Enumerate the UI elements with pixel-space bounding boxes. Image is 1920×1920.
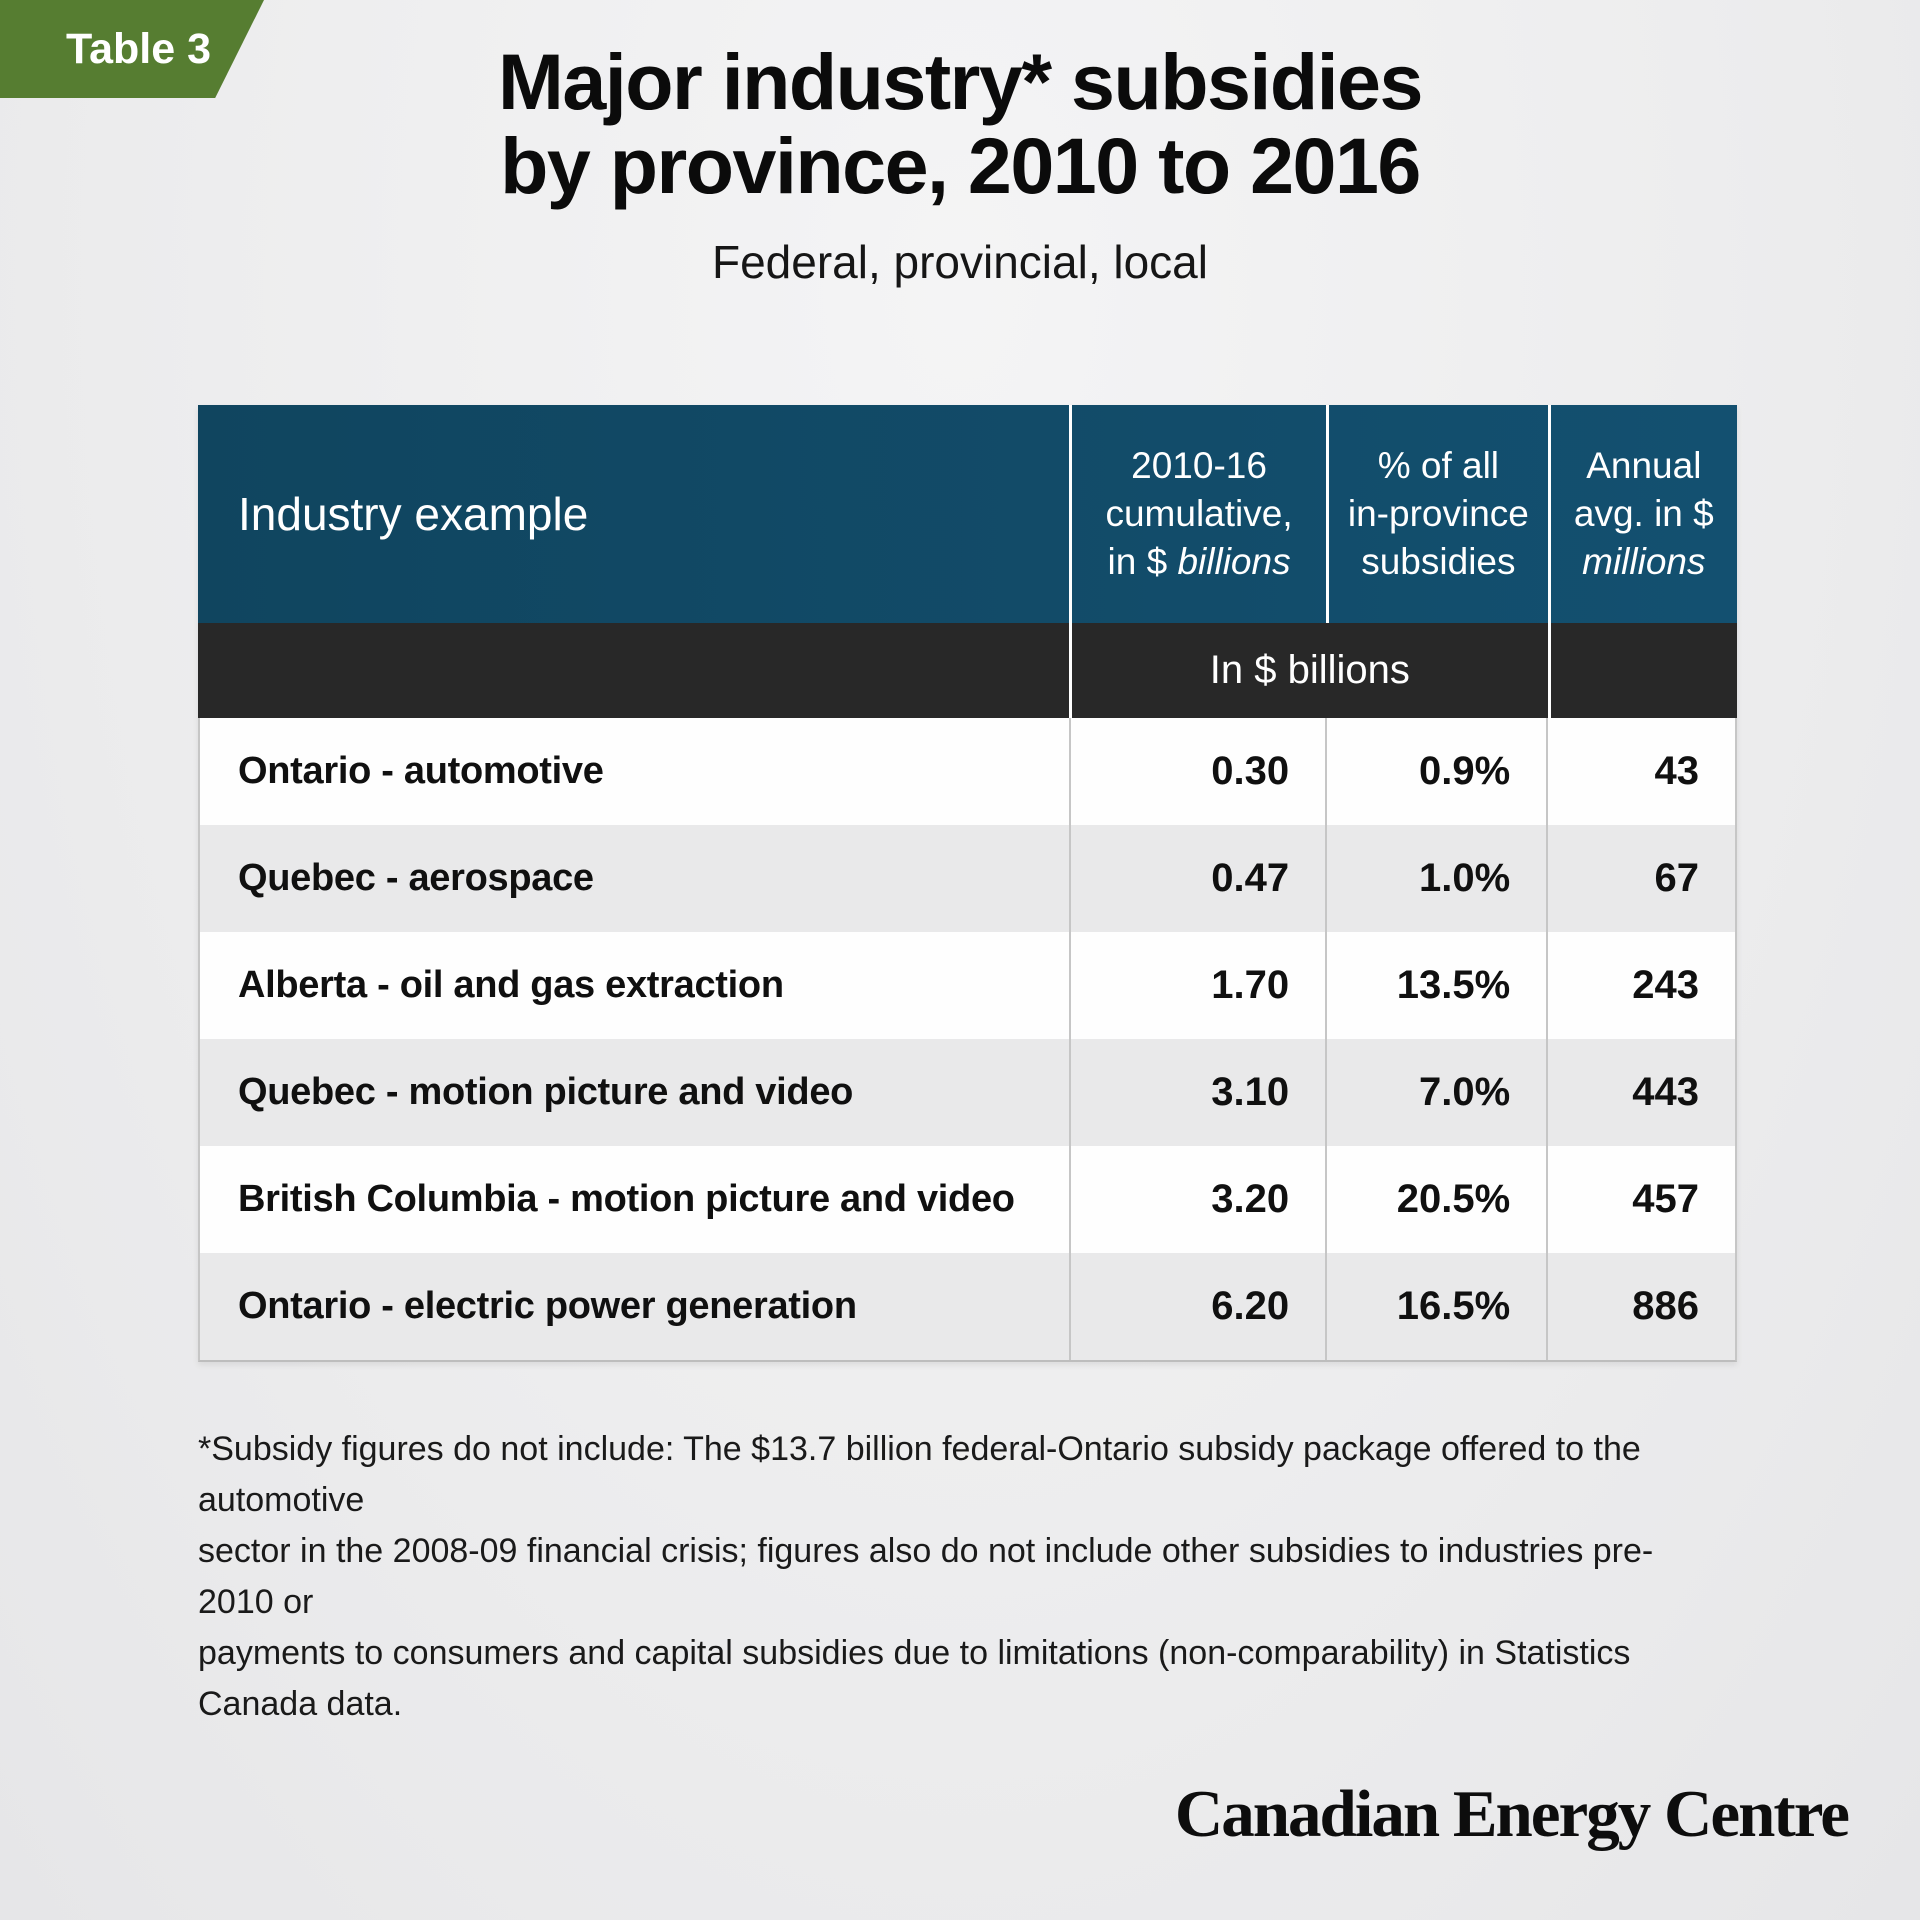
row-industry-label: Quebec - motion picture and video — [238, 1071, 854, 1113]
subsidies-table: Industry example 2010-16 cumulative, in … — [198, 405, 1737, 1362]
row-industry-label: British Columbia - motion picture and vi… — [238, 1178, 1015, 1220]
subheader-spacer-left — [198, 623, 1069, 718]
column-header-annual-label: Annual avg. in $ millions — [1573, 444, 1714, 583]
table-row: British Columbia - motion picture and vi… — [200, 1146, 1735, 1253]
table-number-badge: Table 3 — [0, 0, 264, 98]
row-industry-label: Ontario - automotive — [238, 750, 604, 792]
table-header-row: Industry example 2010-16 cumulative, in … — [198, 405, 1737, 623]
table-row: Ontario - electric power generation 6.20… — [200, 1253, 1735, 1360]
column-header-cumulative-label: 2010-16 cumulative, in $ billions — [1105, 444, 1293, 583]
page-title-line-2: by province, 2010 to 2016 — [500, 120, 1421, 210]
row-percent-value: 1.0% — [1325, 825, 1546, 932]
row-percent-value: 0.9% — [1325, 718, 1546, 825]
row-cumulative-value: 0.47 — [1068, 825, 1325, 932]
row-cumulative-value: 3.20 — [1068, 1146, 1325, 1253]
row-annual-value: 886 — [1546, 1253, 1735, 1360]
column-header-cumulative: 2010-16 cumulative, in $ billions — [1069, 405, 1326, 623]
page-subtitle: Federal, provincial, local — [711, 236, 1208, 289]
footnote-line: payments to consumers and capital subsid… — [198, 1634, 1631, 1723]
column-header-percent: % of all in-province subsidies — [1326, 405, 1548, 623]
column-header-percent-label: % of all in-province subsidies — [1347, 444, 1529, 583]
brand-logo: Canadian Energy Centre — [1174, 1777, 1850, 1851]
row-annual-value: 457 — [1546, 1146, 1735, 1253]
table-number-label: Table 3 — [66, 25, 211, 73]
table-subheader-row: In $ billions — [198, 623, 1737, 718]
subheader-units-label: In $ billions — [1069, 623, 1548, 718]
column-header-annual: Annual avg. in $ millions — [1547, 405, 1737, 623]
row-percent-value: 16.5% — [1325, 1253, 1546, 1360]
row-annual-value: 443 — [1546, 1039, 1735, 1146]
table-body: Ontario - automotive 0.30 0.9% 43 Quebec… — [198, 718, 1737, 1362]
row-cumulative-value: 3.10 — [1068, 1039, 1325, 1146]
header-block: Major industry* subsidies by province, 2… — [0, 40, 1920, 289]
column-header-industry: Industry example — [198, 405, 1069, 623]
row-annual-value: 243 — [1546, 932, 1735, 1039]
table-row: Ontario - automotive 0.30 0.9% 43 — [200, 718, 1735, 825]
row-cumulative-value: 6.20 — [1068, 1253, 1325, 1360]
footnote: *Subsidy figures do not include: The $13… — [198, 1424, 1678, 1730]
table-row: Quebec - aerospace 0.47 1.0% 67 — [200, 825, 1735, 932]
row-annual-value: 67 — [1546, 825, 1735, 932]
row-industry-label: Ontario - electric power generation — [238, 1285, 857, 1327]
footnote-line: *Subsidy figures do not include: The $13… — [198, 1430, 1641, 1519]
row-cumulative-value: 0.30 — [1068, 718, 1325, 825]
subheader-spacer-right — [1547, 623, 1737, 718]
row-cumulative-value: 1.70 — [1068, 932, 1325, 1039]
row-percent-value: 7.0% — [1325, 1039, 1546, 1146]
footnote-line: sector in the 2008-09 financial crisis; … — [198, 1532, 1654, 1621]
table-row: Quebec - motion picture and video 3.10 7… — [200, 1039, 1735, 1146]
row-industry-label: Alberta - oil and gas extraction — [238, 964, 784, 1006]
column-header-industry-label: Industry example — [238, 488, 589, 540]
row-industry-label: Quebec - aerospace — [238, 857, 594, 899]
row-annual-value: 43 — [1546, 718, 1735, 825]
table-row: Alberta - oil and gas extraction 1.70 13… — [200, 932, 1735, 1039]
page-title-line-1: Major industry* subsidies — [498, 37, 1423, 126]
row-percent-value: 20.5% — [1325, 1146, 1546, 1253]
row-percent-value: 13.5% — [1325, 932, 1546, 1039]
